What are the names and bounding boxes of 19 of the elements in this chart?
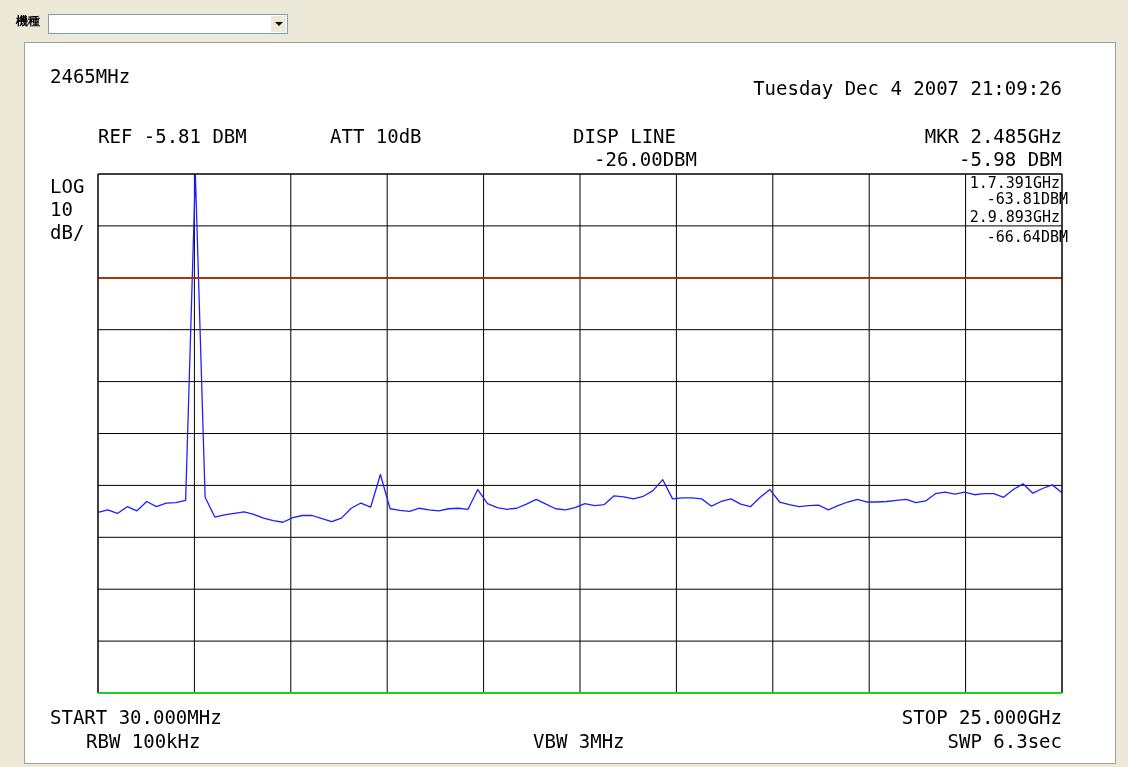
text: LOG [50, 175, 85, 197]
text: 機種 [16, 14, 40, 28]
text: -26.00DBM [594, 148, 697, 170]
text: REF -5.81 DBM [98, 125, 247, 147]
text: dB/ [50, 221, 85, 243]
text: SWP 6.3sec [947, 730, 1062, 752]
text: RBW 100kHz [86, 730, 201, 752]
text: VBW 3MHz [533, 730, 625, 752]
chart-title: 2465MHz [50, 65, 131, 87]
text: START 30.000MHz [50, 706, 222, 728]
text: -5.98 DBM [959, 148, 1062, 170]
text: STOP 25.000GHz [901, 706, 1062, 728]
text: MKR 2.485GHz [924, 125, 1062, 147]
text: 10 [50, 198, 73, 220]
text: DISP LINE [573, 125, 676, 147]
text: ATT 10dB [330, 125, 422, 147]
chart-subtitle: Tuesday Dec 4 2007 21:09:26 [753, 77, 1062, 99]
annotation: 2.9.893GHz [969, 208, 1060, 226]
annotation: 1.7.391GHz [969, 174, 1060, 192]
